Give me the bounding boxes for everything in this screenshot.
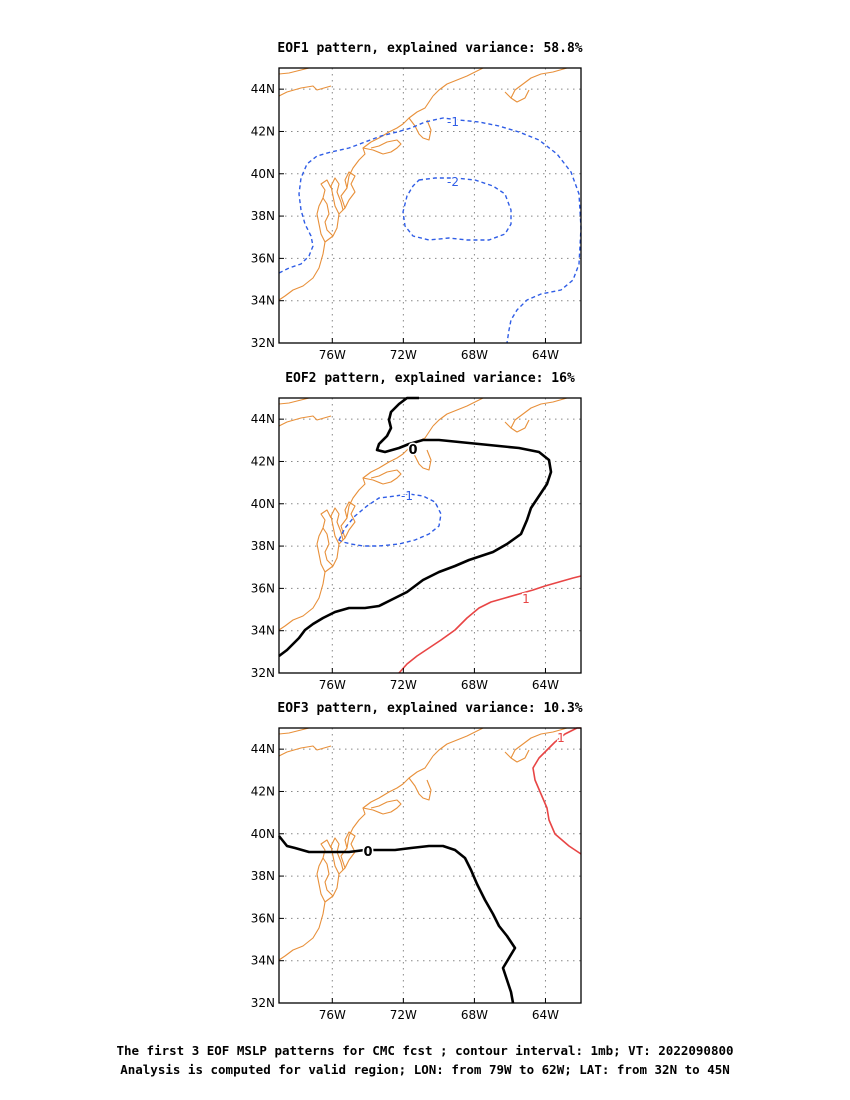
- caption-line-2: Analysis is computed for valid region; L…: [120, 1062, 730, 1077]
- y-tick-label: 36N: [251, 581, 275, 595]
- y-tick-label: 34N: [251, 294, 275, 308]
- eof2-contour-label: -1: [401, 489, 413, 503]
- eof1-contour-label: -1: [447, 115, 459, 129]
- y-tick-label: 38N: [251, 869, 275, 883]
- caption-line-1: The first 3 EOF MSLP patterns for CMC fc…: [116, 1043, 734, 1058]
- eof3-contour-2: [532, 727, 582, 855]
- y-tick-label: 44N: [251, 412, 275, 426]
- y-tick-label: 36N: [251, 911, 275, 925]
- eof2-contour-3: [398, 575, 582, 674]
- y-tick-label: 38N: [251, 209, 275, 223]
- eof3-title: EOF3 pattern, explained variance: 10.3%: [277, 701, 582, 716]
- y-tick-label: 32N: [251, 336, 275, 350]
- map-frame: [278, 397, 582, 674]
- x-tick-label: 72W: [390, 678, 417, 692]
- y-tick-label: 36N: [251, 251, 275, 265]
- y-tick-label: 38N: [251, 539, 275, 553]
- x-tick-label: 64W: [532, 1008, 559, 1022]
- x-tick-label: 64W: [532, 678, 559, 692]
- map-frame: [278, 727, 582, 1004]
- x-tick-label: 72W: [390, 348, 417, 362]
- coastline: [278, 397, 577, 631]
- y-tick-label: 40N: [251, 167, 275, 181]
- eof2-contour-1: [338, 493, 442, 547]
- eof1-panel: EOF1 pattern, explained variance: 58.8% -…: [251, 41, 583, 362]
- eof1-contour-1: [278, 117, 582, 344]
- y-tick-label: 42N: [251, 454, 275, 468]
- eof2-contour-2: [278, 396, 553, 658]
- eof3-panel: EOF3 pattern, explained variance: 10.3% 0…: [251, 701, 583, 1022]
- eof-panels: EOF1 pattern, explained variance: 58.8% -…: [251, 41, 583, 1022]
- eof1-contour-2: [402, 177, 512, 241]
- x-tick-label: 72W: [390, 1008, 417, 1022]
- x-tick-label: 76W: [319, 678, 346, 692]
- y-tick-label: 42N: [251, 784, 275, 798]
- x-tick-label: 76W: [319, 348, 346, 362]
- eof2-contour-label: 1: [522, 592, 530, 606]
- y-tick-label: 40N: [251, 827, 275, 841]
- y-tick-label: 34N: [251, 954, 275, 968]
- y-tick-label: 40N: [251, 497, 275, 511]
- y-tick-label: 32N: [251, 996, 275, 1010]
- eof2-panel: EOF2 pattern, explained variance: 16% -1 0…: [251, 371, 582, 692]
- y-tick-label: 34N: [251, 624, 275, 638]
- eof3-contour-label: 1: [557, 731, 565, 745]
- y-tick-label: 32N: [251, 666, 275, 680]
- eof3-contour-label: 0: [363, 845, 372, 860]
- y-tick-label: 42N: [251, 124, 275, 138]
- eof-map-figure: EOF1 pattern, explained variance: 58.8% -…: [251, 41, 583, 1022]
- x-tick-label: 68W: [461, 348, 488, 362]
- x-tick-label: 68W: [461, 1008, 488, 1022]
- coastline: [278, 67, 577, 301]
- x-tick-label: 64W: [532, 348, 559, 362]
- x-tick-label: 68W: [461, 678, 488, 692]
- eof2-title: EOF2 pattern, explained variance: 16%: [285, 371, 575, 386]
- coastline: [278, 727, 577, 961]
- map-frame: [278, 67, 582, 344]
- eof2-contour-label: 0: [408, 443, 417, 458]
- y-tick-label: 44N: [251, 82, 275, 96]
- y-tick-label: 44N: [251, 742, 275, 756]
- eof1-title: EOF1 pattern, explained variance: 58.8%: [277, 41, 582, 56]
- x-tick-label: 76W: [319, 1008, 346, 1022]
- eof3-contour-1: [277, 835, 517, 1004]
- eof1-contour-label: -2: [447, 175, 459, 189]
